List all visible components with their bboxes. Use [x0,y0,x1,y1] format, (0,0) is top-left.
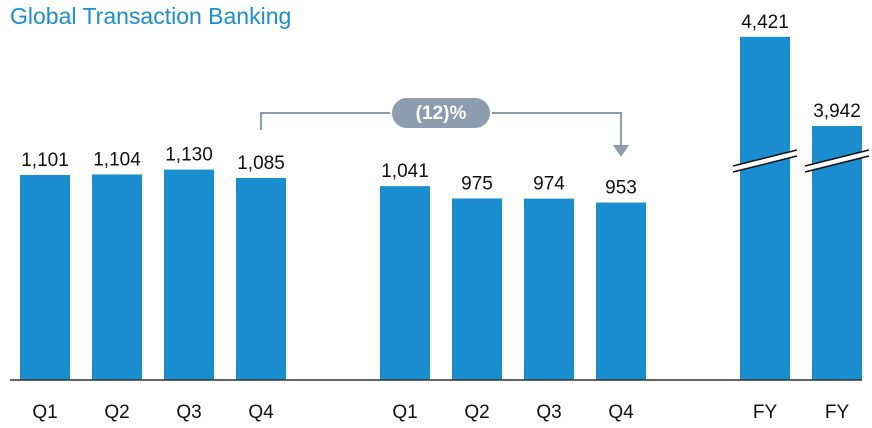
value-label: 1,130 [165,145,213,166]
change-arrow [613,145,629,157]
break-line [804,155,870,173]
bar [20,174,70,380]
bar [524,198,574,380]
bar [596,202,646,380]
x-tick-label: Q3 [176,402,201,423]
x-tick-label: Q4 [248,402,274,423]
bar [380,186,430,380]
break-line [732,149,798,167]
bar [236,177,286,380]
bar [740,36,790,380]
x-tick-label: Q2 [104,402,129,423]
value-label: 3,942 [813,101,861,122]
x-tick-label: Q1 [32,402,57,423]
chart-title: Global Transaction Banking [10,3,291,29]
value-label: 1,101 [21,150,69,171]
x-tick-label: Q4 [608,402,634,423]
value-label: 975 [461,173,493,194]
bar [452,198,502,380]
break-gap [733,150,797,172]
x-tick-label: Q3 [536,402,561,423]
break-line [732,155,798,173]
bars [20,36,862,380]
x-tick-label: FY [825,402,850,423]
x-tick-label: Q1 [392,402,417,423]
value-label: 974 [533,174,565,195]
break-gap [805,150,869,172]
axis-breaks [732,149,870,173]
value-label: 1,041 [381,161,429,182]
change-label: (12)% [416,103,467,124]
value-label: 1,085 [237,153,285,174]
x-tick-label: Q2 [464,402,489,423]
change-pill [390,96,492,130]
break-line [804,149,870,167]
value-label: 953 [605,178,637,199]
bar [164,169,214,380]
bar [92,174,142,380]
value-label: 1,104 [93,149,141,170]
value-label: 4,421 [741,12,789,33]
x-tick-label: FY [753,402,778,423]
